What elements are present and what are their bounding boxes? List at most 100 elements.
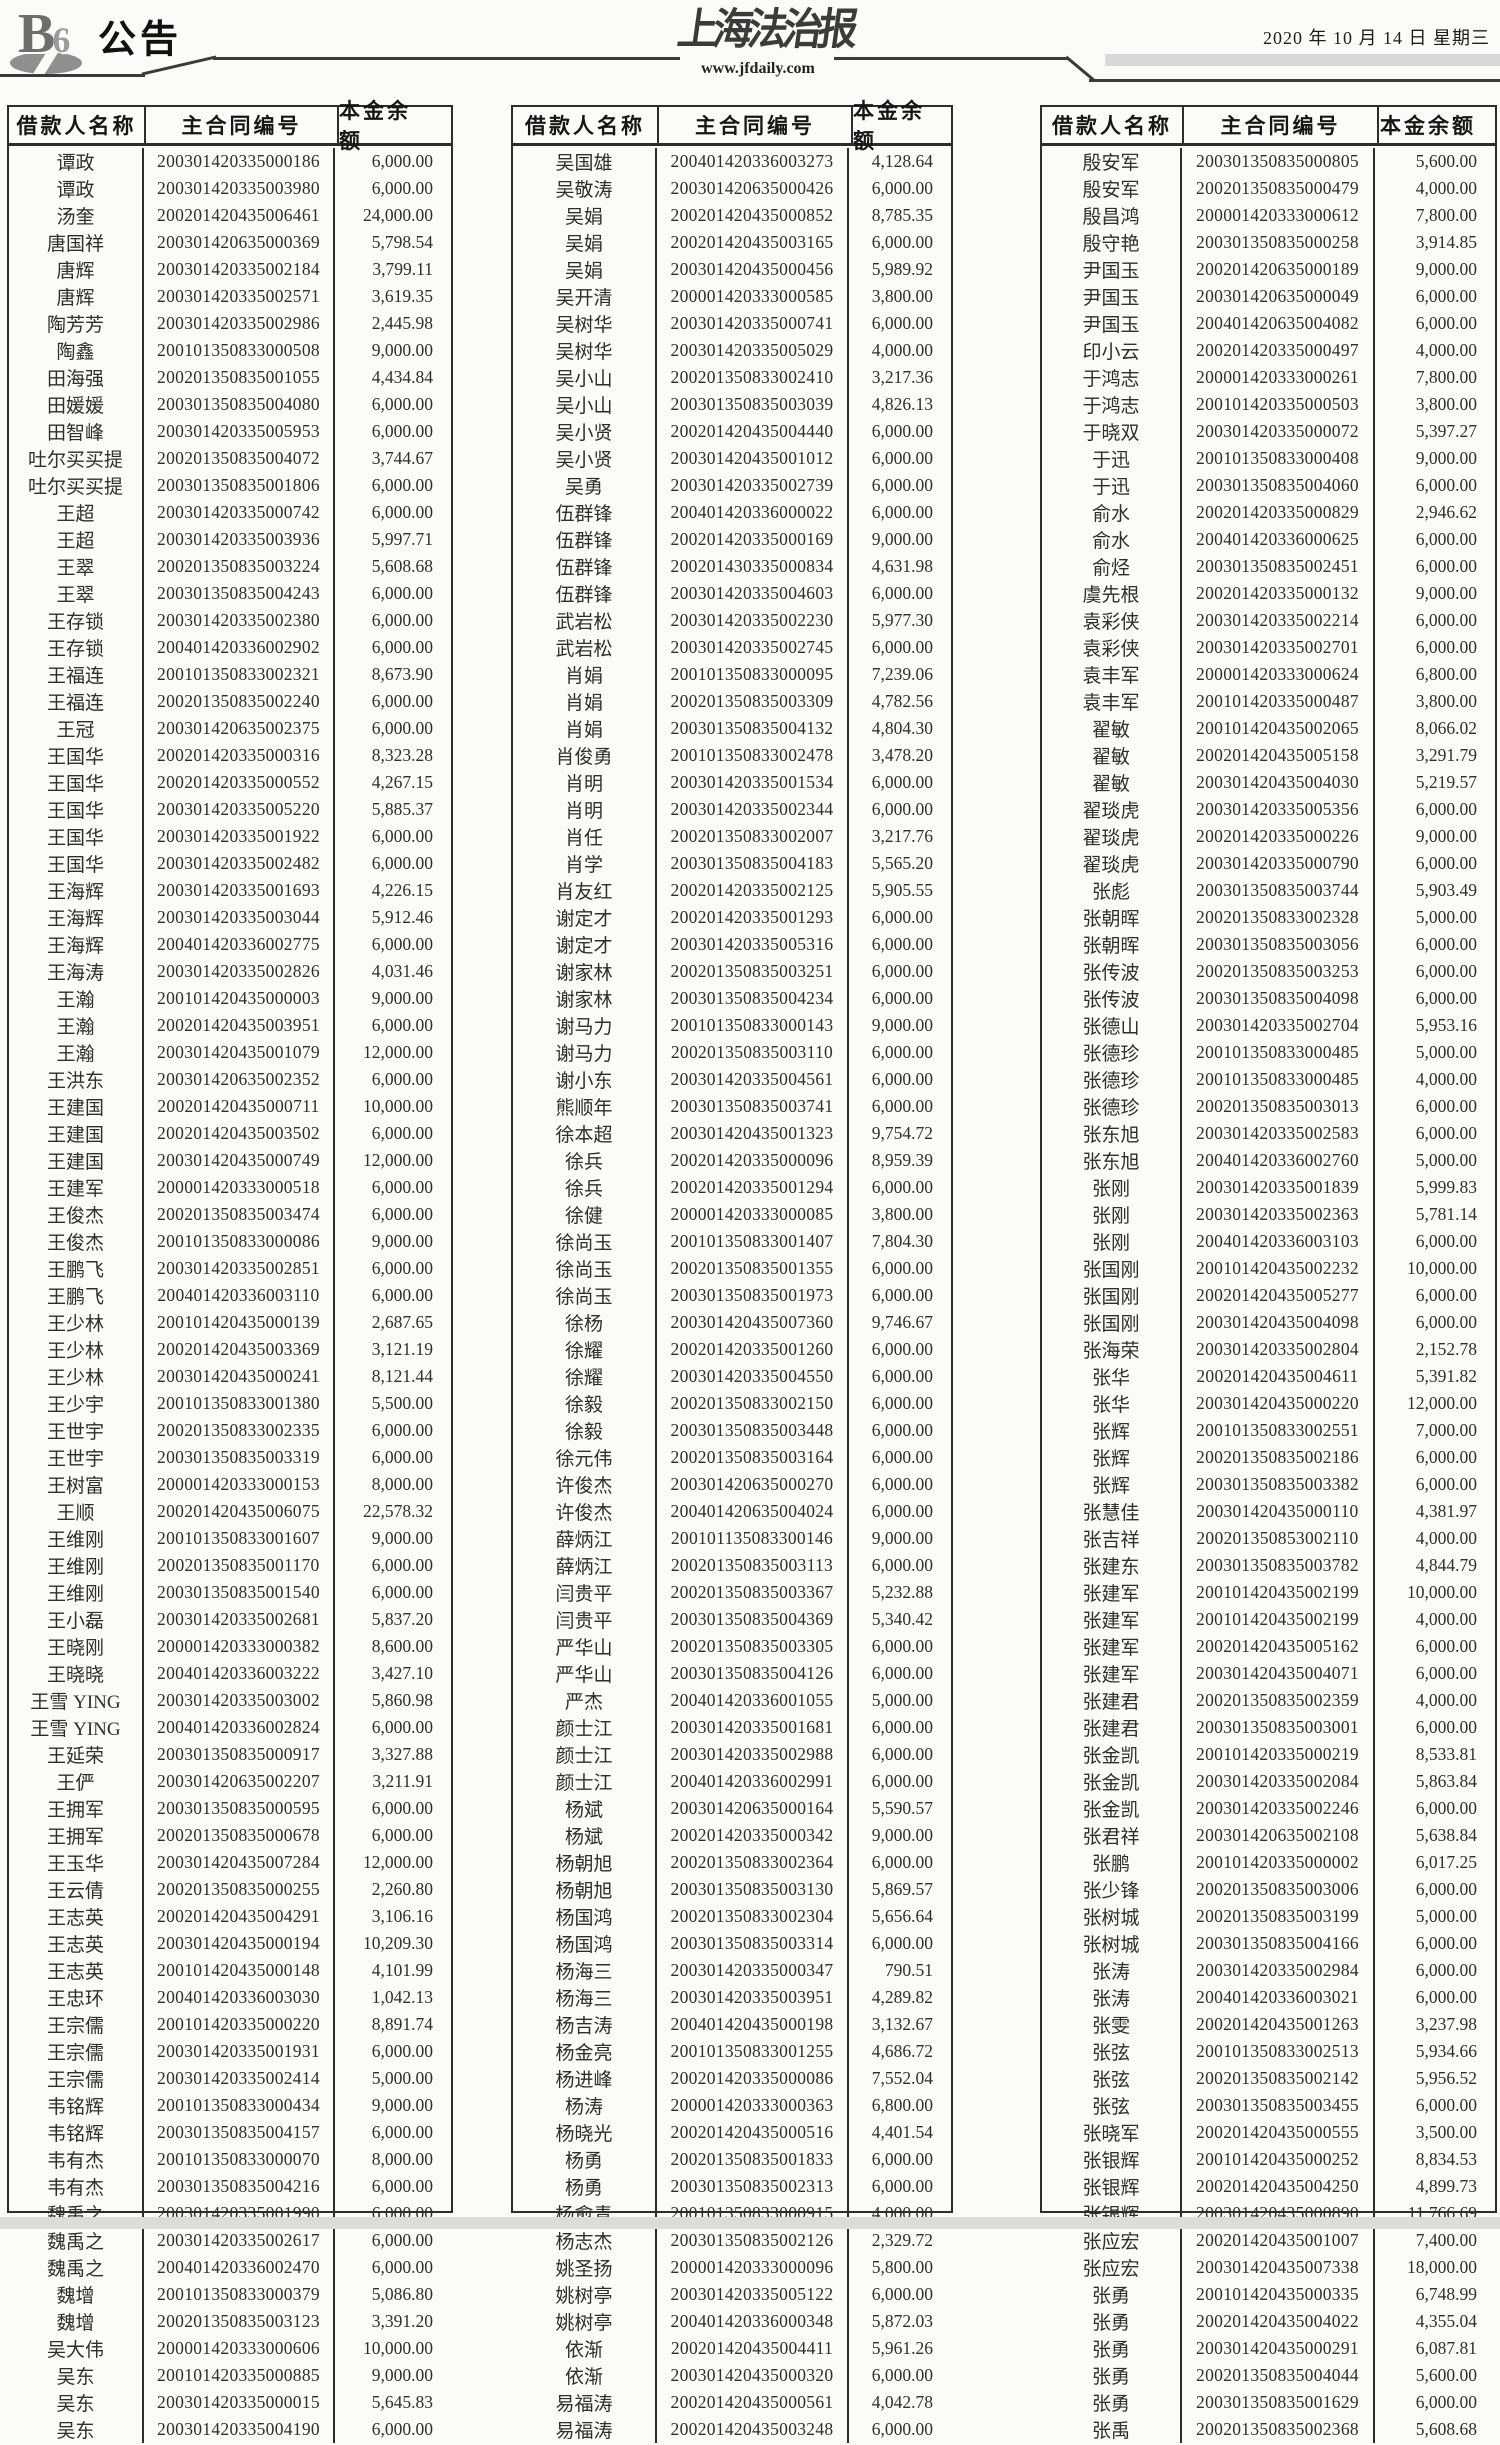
- borrower-name-cell: 张德珍: [1042, 1066, 1182, 1093]
- loan-row: 严杰 200401420336001055 5,000.00: [513, 1687, 951, 1714]
- contract-number-cell: 200201350835003309: [657, 688, 849, 715]
- contract-number-cell: 200301350835004216: [144, 2173, 335, 2200]
- borrower-name-cell: 张建君: [1042, 1687, 1182, 1714]
- principal-balance-cell: 6,000.00: [871, 1366, 933, 1386]
- loan-row: 张勇 200301350835001629 6,000.00: [1042, 2389, 1495, 2416]
- borrower-name-cell: 谢马力: [513, 1012, 657, 1039]
- loan-row: 杨海三 200301420335003951 4,289.82: [513, 1984, 951, 2011]
- borrower-name-cell: 吴国雄: [513, 148, 657, 175]
- borrower-name-cell: 陶芳芳: [9, 310, 144, 337]
- contract-number-cell: 200301420335004550: [657, 1363, 849, 1390]
- principal-balance-cell: 10,000.00: [1407, 1582, 1477, 1602]
- borrower-name-cell: 杨海三: [513, 1984, 657, 2011]
- loan-row: 张辉 200301350835003382 6,000.00: [1042, 1471, 1495, 1498]
- principal-balance-cell: 6,000.00: [871, 1339, 933, 1359]
- contract-number-cell: 200201350835004072: [144, 445, 335, 472]
- contract-number-cell: 200301420335003002: [144, 1687, 335, 1714]
- principal-balance-cell: 12,000.00: [363, 1852, 433, 1872]
- principal-balance-cell: 10,000.00: [1407, 1258, 1477, 1278]
- borrower-name-cell: 吴娟: [513, 229, 657, 256]
- principal-balance-cell: 2,260.80: [371, 1879, 433, 1899]
- borrower-name-cell: 张国刚: [1042, 1282, 1182, 1309]
- contract-number-cell: 200101135083300146: [657, 1525, 849, 1552]
- borrower-name-cell: 王俨: [9, 1768, 144, 1795]
- principal-balance-cell: 12,000.00: [363, 1042, 433, 1062]
- loan-row: 殷守艳 200301350835000258 3,914.85: [1042, 229, 1495, 256]
- contract-number-cell: 200301420335000015: [144, 2389, 335, 2416]
- loan-row: 徐耀 200201420335001260 6,000.00: [513, 1336, 951, 1363]
- borrower-name-cell: 王海涛: [9, 958, 144, 985]
- borrower-name-cell: 王宗儒: [9, 2065, 144, 2092]
- borrower-name-cell: 王俊杰: [9, 1228, 144, 1255]
- contract-number-cell: 200301350835004369: [657, 1606, 849, 1633]
- principal-balance-cell: 3,132.67: [871, 2014, 933, 2034]
- loan-row: 袁丰军 200001420333000624 6,800.00: [1042, 661, 1495, 688]
- contract-number-cell: 200201420335000096: [657, 1147, 849, 1174]
- principal-balance-cell: 6,000.00: [1415, 610, 1477, 630]
- borrower-name-cell: 翟敏: [1042, 742, 1182, 769]
- principal-balance-cell: 5,872.03: [871, 2311, 933, 2331]
- loan-row: 翟琰虎 200301420335005356 6,000.00: [1042, 796, 1495, 823]
- borrower-name-cell: 颜士江: [513, 1714, 657, 1741]
- principal-balance-cell: 5,000.00: [1415, 1042, 1477, 1062]
- principal-balance-cell: 5,837.20: [371, 1609, 433, 1629]
- principal-balance-cell: 6,800.00: [1415, 664, 1477, 684]
- principal-balance-cell: 6,000.00: [871, 961, 933, 981]
- principal-balance-cell: 6,000.00: [871, 1474, 933, 1494]
- loan-row: 张弦 200301350835003455 6,000.00: [1042, 2092, 1495, 2119]
- borrower-name-cell: 肖明: [513, 796, 657, 823]
- principal-balance-cell: 3,800.00: [1415, 691, 1477, 711]
- borrower-name-cell: 张建军: [1042, 1660, 1182, 1687]
- borrower-name-cell: 吴东: [9, 2362, 144, 2389]
- contract-number-cell: 200201350835003013: [1182, 1093, 1375, 1120]
- borrower-name-cell: 杨国鸿: [513, 1930, 657, 1957]
- loan-row: 张德珍 200201350835003013 6,000.00: [1042, 1093, 1495, 1120]
- contract-number-cell: 200301420335002344: [657, 796, 849, 823]
- borrower-name-cell: 徐毅: [513, 1417, 657, 1444]
- borrower-name-cell: 武岩松: [513, 607, 657, 634]
- principal-balance-cell: 5,953.16: [1415, 1015, 1477, 1035]
- borrower-name-cell: 张刚: [1042, 1201, 1182, 1228]
- contract-number-cell: 200401420336002902: [144, 634, 335, 661]
- principal-balance-cell: 6,000.00: [1415, 1636, 1477, 1656]
- borrower-name-cell: 肖娟: [513, 661, 657, 688]
- loan-row: 袁彩侠 200301420335002701 6,000.00: [1042, 634, 1495, 661]
- loan-row: 易福涛 200201420435003248 6,000.00: [513, 2416, 951, 2443]
- loan-row: 王鹏飞 200301420335002851 6,000.00: [9, 1255, 451, 1282]
- contract-number-cell: 200301420335000742: [144, 499, 335, 526]
- principal-balance-cell: 6,000.00: [371, 583, 433, 603]
- column-header: 本金余额: [339, 99, 411, 153]
- borrower-name-cell: 韦有杰: [9, 2173, 144, 2200]
- borrower-name-cell: 张涛: [1042, 1984, 1182, 2011]
- table-header-row: 借款人名称 主合同编号 本金余额: [1042, 107, 1495, 146]
- principal-balance-cell: 9,000.00: [371, 1231, 433, 1251]
- principal-balance-cell: 9,000.00: [371, 340, 433, 360]
- borrower-name-cell: 魏增: [9, 2308, 144, 2335]
- principal-balance-cell: 4,686.72: [871, 2041, 933, 2061]
- principal-balance-cell: 790.51: [884, 1960, 933, 1980]
- contract-number-cell: 200101420435002199: [1182, 1606, 1375, 1633]
- borrower-name-cell: 王建国: [9, 1093, 144, 1120]
- table-header-row: 借款人名称 主合同编号 本金余额: [513, 99, 951, 153]
- borrower-name-cell: 王鹏飞: [9, 1255, 144, 1282]
- borrower-name-cell: 王冠: [9, 715, 144, 742]
- contract-number-cell: 200201420435004411: [657, 2335, 849, 2362]
- borrower-name-cell: 于鸿志: [1042, 391, 1182, 418]
- loan-row: 肖明 200301420335001534 6,000.00: [513, 769, 951, 796]
- contract-number-cell: 200301420635000270: [657, 1471, 849, 1498]
- principal-balance-cell: 18,000.00: [1407, 2257, 1477, 2277]
- contract-number-cell: 200101420435000003: [144, 985, 335, 1012]
- table-body: 吴国雄 200401420336003273 4,128.64 吴敬涛 20030142…: [513, 146, 951, 2445]
- contract-number-cell: 200201350833002335: [144, 1417, 335, 1444]
- principal-balance-cell: 6,000.00: [871, 232, 933, 252]
- principal-balance-cell: 9,754.72: [871, 1123, 933, 1143]
- principal-balance-cell: 6,000.00: [871, 1636, 933, 1656]
- borrower-name-cell: 田智峰: [9, 418, 144, 445]
- contract-number-cell: 200301420335003936: [144, 526, 335, 553]
- borrower-name-cell: 张银辉: [1042, 2146, 1182, 2173]
- contract-number-cell: 200401420336003110: [144, 1282, 335, 1309]
- borrower-name-cell: 张君祥: [1042, 1822, 1182, 1849]
- borrower-name-cell: 吴小贤: [513, 418, 657, 445]
- contract-number-cell: 200301350835003744: [1182, 877, 1375, 904]
- loan-row: 王忠环 200401420336003030 1,042.13: [9, 1984, 451, 2011]
